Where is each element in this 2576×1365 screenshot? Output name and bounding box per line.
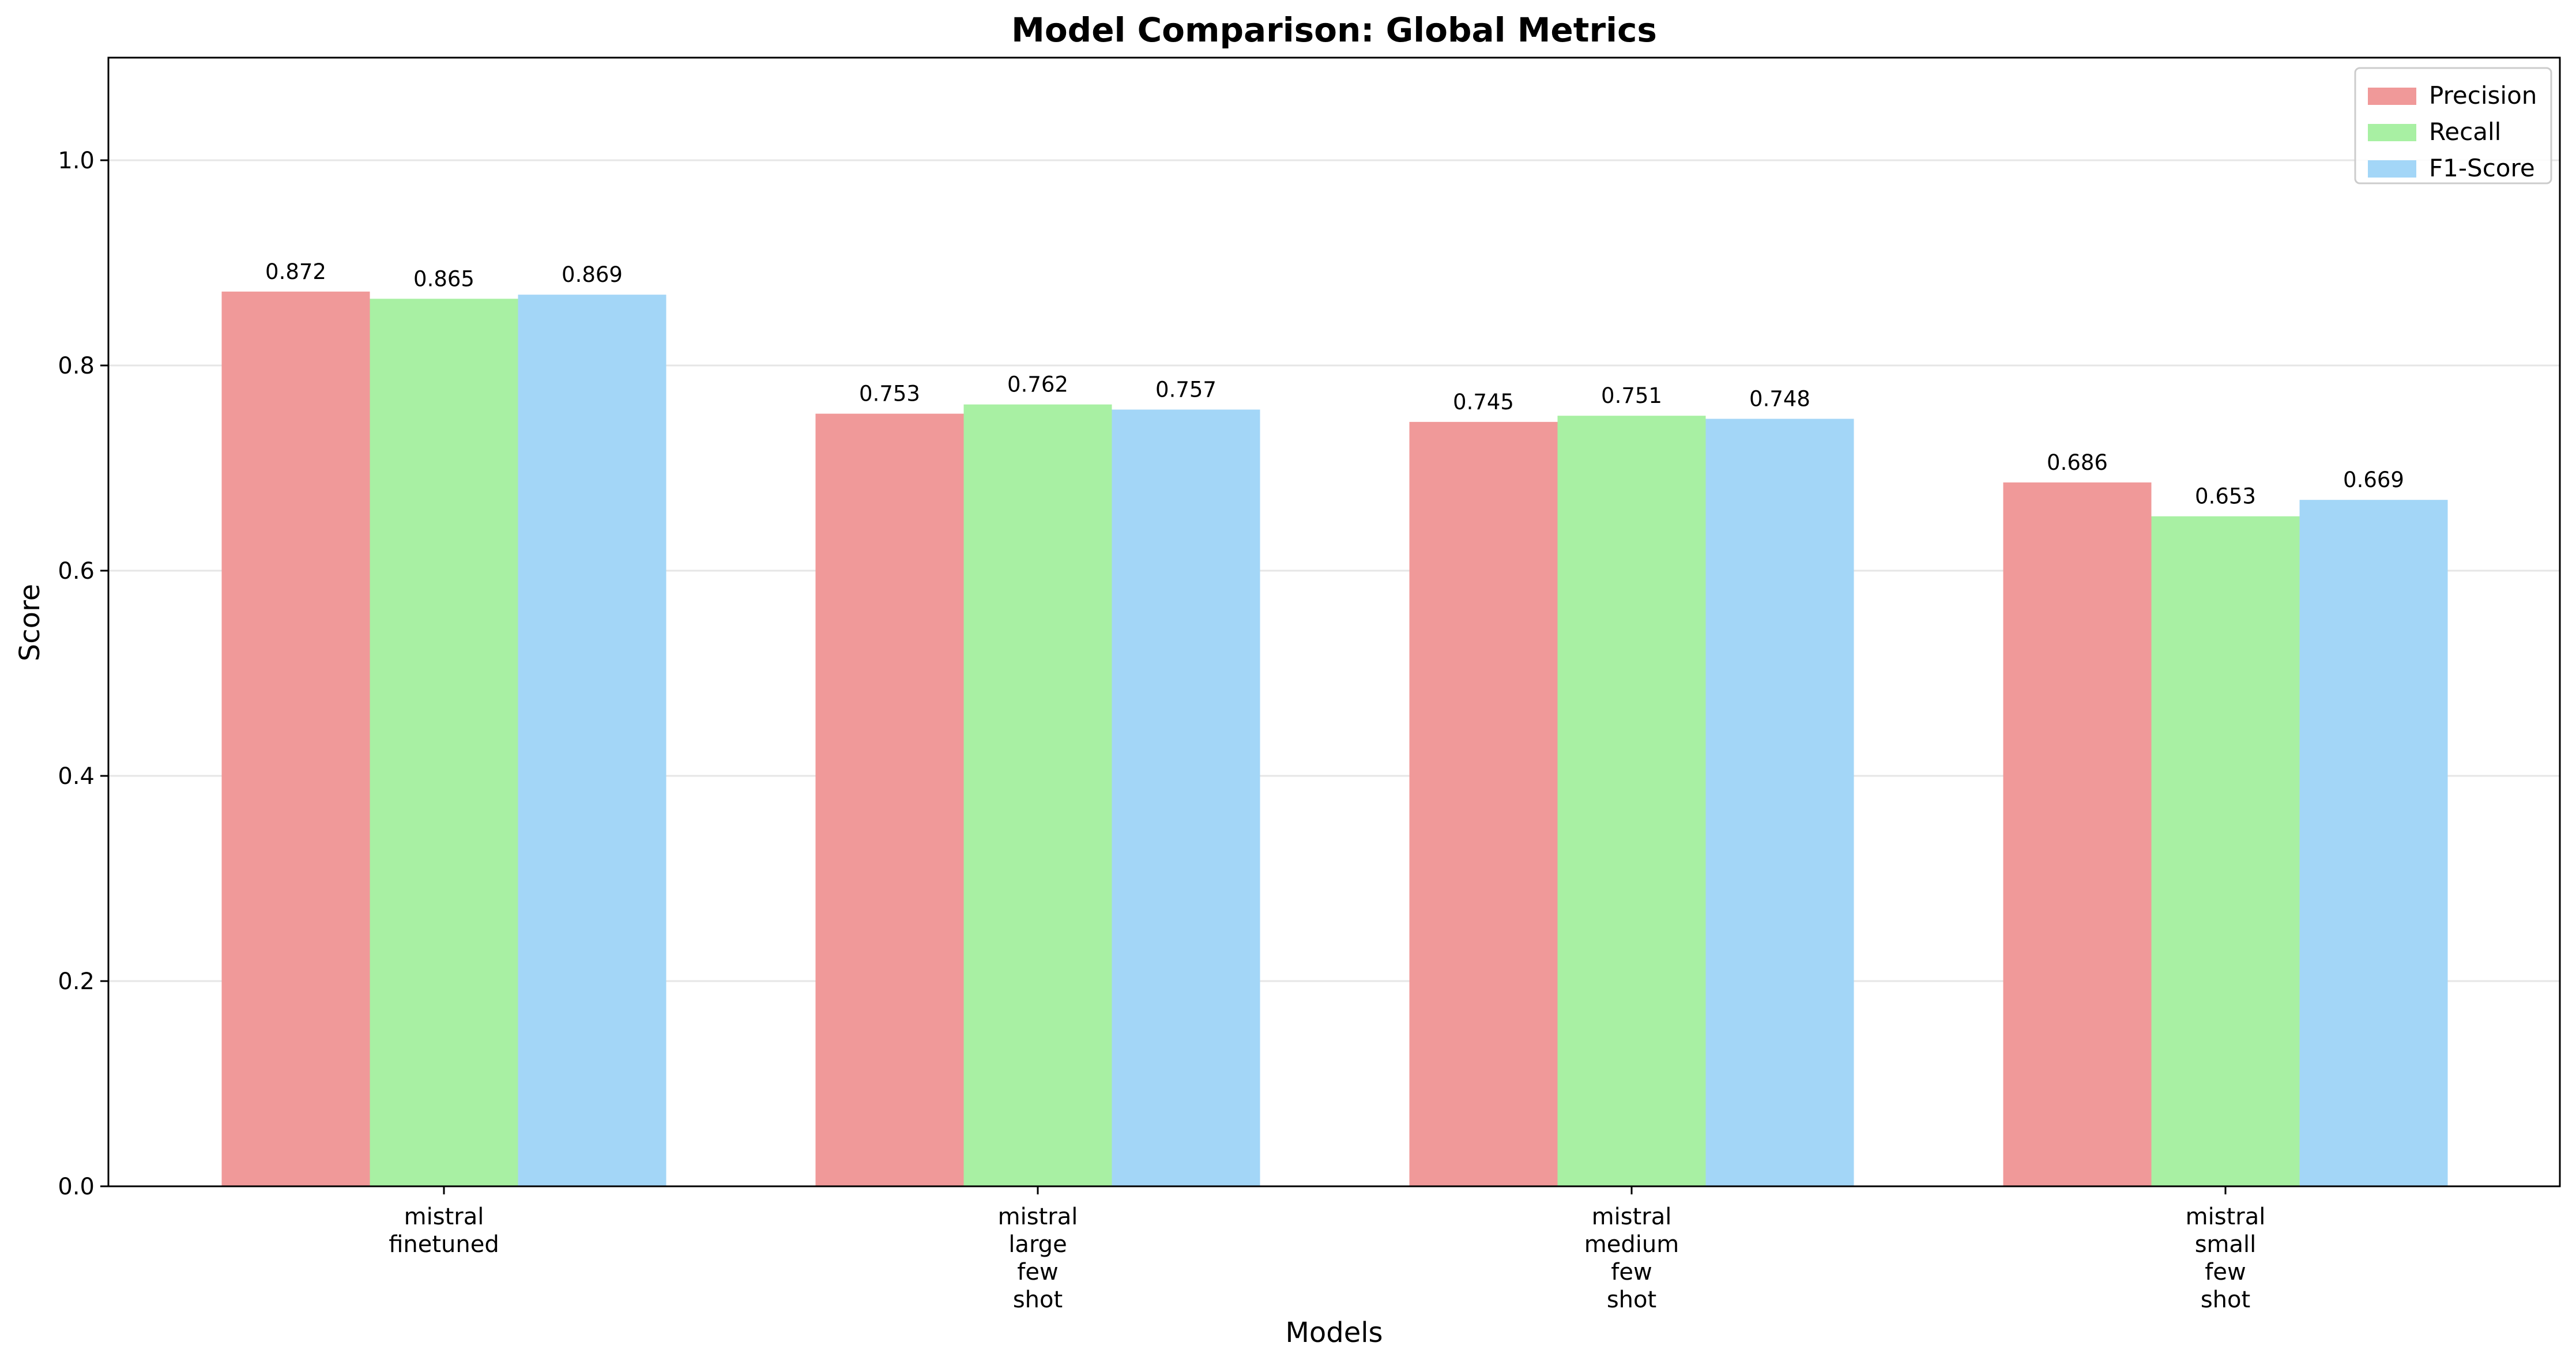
plot-frame — [107, 56, 2561, 1187]
bar-recall-1 — [963, 404, 1112, 1186]
x-tick-label: few — [2205, 1259, 2246, 1285]
y-tick-label: 0.2 — [58, 968, 95, 995]
legend-label: Recall — [2429, 118, 2501, 146]
value-label: 0.865 — [413, 266, 474, 291]
value-label: 0.686 — [2047, 450, 2108, 475]
bar-f1-score-3 — [2299, 500, 2448, 1187]
legend-swatch — [2368, 88, 2416, 105]
x-tick-label: finetuned — [389, 1231, 499, 1258]
value-labels: 0.872 0.865 0.869 0.753 0.762 0.757 0.745 0.751… — [265, 259, 2404, 509]
bar-f1-score-1 — [1112, 409, 1260, 1186]
bar-precision-0 — [221, 291, 370, 1187]
value-label: 0.872 — [265, 259, 326, 284]
value-label: 0.757 — [1155, 378, 1217, 402]
x-tick-label: shot — [1607, 1287, 1656, 1313]
x-tick-label: few — [1611, 1259, 1652, 1285]
x-tick-label: shot — [2201, 1287, 2250, 1313]
value-label: 0.869 — [562, 262, 623, 287]
x-axis-ticks: mistralfinetunedmistrallargefewshotmistr… — [389, 1186, 2265, 1313]
y-tick-label: 1.0 — [58, 148, 95, 174]
value-label: 0.751 — [1601, 383, 1662, 408]
chart-title: Model Comparison: Global Metrics — [1011, 10, 1657, 50]
y-tick-label: 0.8 — [58, 353, 95, 379]
legend-label: Precision — [2429, 81, 2537, 110]
x-tick-label: mistral — [1592, 1204, 1672, 1230]
y-axis-label: Score — [14, 584, 46, 661]
y-tick-label: 0.0 — [58, 1174, 95, 1200]
x-tick-label: shot — [1013, 1287, 1063, 1313]
value-label: 0.669 — [2343, 467, 2404, 492]
value-label: 0.762 — [1007, 372, 1068, 397]
bar-f1-score-0 — [518, 295, 666, 1187]
x-tick-label: small — [2195, 1231, 2257, 1258]
bar-precision-3 — [2003, 482, 2152, 1187]
value-label: 0.748 — [1749, 387, 1810, 412]
bar-f1-score-2 — [1705, 418, 1854, 1186]
bars — [221, 291, 2448, 1187]
value-label: 0.653 — [2195, 484, 2256, 509]
y-axis-ticks: 0.0 0.2 0.4 0.6 0.8 1.0 — [58, 148, 108, 1200]
legend-label: F1-Score — [2429, 154, 2535, 182]
legend-swatch — [2368, 160, 2416, 178]
value-label: 0.753 — [859, 382, 920, 406]
y-tick-label: 0.4 — [58, 763, 95, 790]
y-tick-label: 0.6 — [58, 558, 95, 585]
bar-precision-2 — [1409, 421, 1558, 1186]
legend-swatch — [2368, 124, 2416, 141]
bar-recall-0 — [370, 299, 518, 1186]
x-tick-label: large — [1008, 1231, 1067, 1258]
x-tick-label: medium — [1584, 1231, 1679, 1258]
x-axis-label: Models — [1285, 1317, 1383, 1349]
value-label: 0.745 — [1453, 390, 1514, 414]
bar-recall-3 — [2151, 516, 2300, 1187]
x-tick-label: few — [1017, 1259, 1058, 1285]
x-tick-label: mistral — [404, 1204, 484, 1230]
x-tick-label: mistral — [2186, 1204, 2266, 1230]
legend: Precision Recall F1-Score — [2354, 67, 2552, 184]
bar-recall-2 — [1557, 416, 1706, 1186]
bar-precision-1 — [815, 413, 964, 1187]
x-tick-label: mistral — [998, 1204, 1078, 1230]
